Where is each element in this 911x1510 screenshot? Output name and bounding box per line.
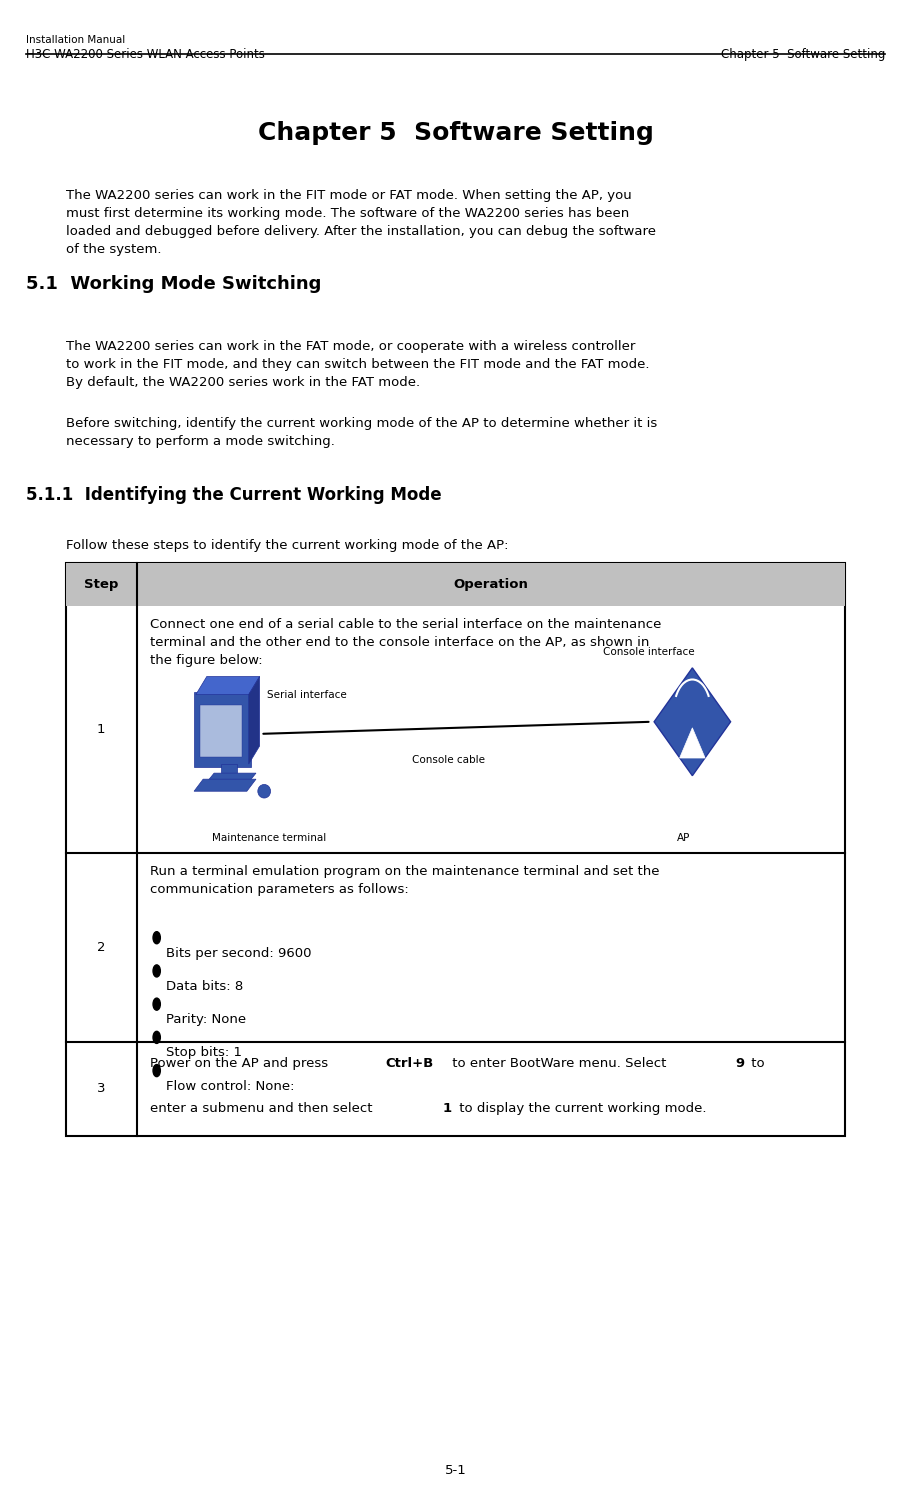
Text: Before switching, identify the current working mode of the AP to determine wheth: Before switching, identify the current w… bbox=[66, 417, 657, 448]
Polygon shape bbox=[194, 779, 256, 791]
Text: Bits per second: 9600: Bits per second: 9600 bbox=[166, 947, 312, 960]
Text: Data bits: 8: Data bits: 8 bbox=[166, 980, 243, 994]
Text: to display the current working mode.: to display the current working mode. bbox=[455, 1102, 706, 1116]
Polygon shape bbox=[654, 667, 731, 776]
Text: Console interface: Console interface bbox=[603, 648, 695, 657]
Text: 2: 2 bbox=[97, 941, 106, 954]
Text: 5.1  Working Mode Switching: 5.1 Working Mode Switching bbox=[26, 275, 321, 293]
Polygon shape bbox=[196, 676, 260, 695]
Text: 5-1: 5-1 bbox=[445, 1463, 466, 1477]
Text: Chapter 5  Software Setting: Chapter 5 Software Setting bbox=[258, 121, 653, 145]
Text: Flow control: None:: Flow control: None: bbox=[166, 1080, 294, 1093]
Text: H3C WA2200 Series WLAN Access Points: H3C WA2200 Series WLAN Access Points bbox=[26, 48, 264, 62]
Text: Step: Step bbox=[84, 578, 118, 590]
Text: Console cable: Console cable bbox=[412, 755, 486, 766]
Text: Operation: Operation bbox=[454, 578, 528, 590]
Circle shape bbox=[153, 998, 160, 1010]
FancyBboxPatch shape bbox=[66, 563, 845, 606]
Text: 1: 1 bbox=[97, 723, 106, 735]
Text: Installation Manual: Installation Manual bbox=[26, 35, 125, 45]
Text: Follow these steps to identify the current working mode of the AP:: Follow these steps to identify the curre… bbox=[66, 539, 508, 553]
Text: Parity: None: Parity: None bbox=[166, 1013, 246, 1027]
Text: The WA2200 series can work in the FAT mode, or cooperate with a wireless control: The WA2200 series can work in the FAT mo… bbox=[66, 340, 650, 388]
Text: to: to bbox=[747, 1057, 764, 1071]
Text: enter a submenu and then select: enter a submenu and then select bbox=[150, 1102, 377, 1116]
Ellipse shape bbox=[258, 785, 271, 797]
Text: Connect one end of a serial cable to the serial interface on the maintenance
ter: Connect one end of a serial cable to the… bbox=[150, 618, 661, 666]
Text: Power on the AP and press: Power on the AP and press bbox=[150, 1057, 333, 1071]
Polygon shape bbox=[207, 773, 256, 782]
Circle shape bbox=[153, 1065, 160, 1077]
Polygon shape bbox=[249, 676, 260, 764]
Text: Maintenance terminal: Maintenance terminal bbox=[212, 832, 326, 843]
Text: 3: 3 bbox=[97, 1083, 106, 1095]
Circle shape bbox=[153, 965, 160, 977]
Polygon shape bbox=[221, 764, 237, 782]
Circle shape bbox=[153, 1031, 160, 1043]
FancyBboxPatch shape bbox=[66, 563, 845, 1136]
Circle shape bbox=[153, 932, 160, 944]
Text: 5.1.1  Identifying the Current Working Mode: 5.1.1 Identifying the Current Working Mo… bbox=[26, 486, 441, 504]
Text: The WA2200 series can work in the FIT mode or FAT mode. When setting the AP, you: The WA2200 series can work in the FIT mo… bbox=[66, 189, 656, 255]
Text: 9: 9 bbox=[735, 1057, 744, 1071]
Polygon shape bbox=[680, 728, 705, 758]
Text: Ctrl+B: Ctrl+B bbox=[385, 1057, 434, 1071]
FancyBboxPatch shape bbox=[200, 705, 242, 757]
Text: to enter BootWare menu. Select: to enter BootWare menu. Select bbox=[448, 1057, 670, 1071]
FancyBboxPatch shape bbox=[194, 692, 251, 767]
Text: Stop bits: 1: Stop bits: 1 bbox=[166, 1046, 241, 1060]
Text: 1: 1 bbox=[443, 1102, 452, 1116]
Text: Run a terminal emulation program on the maintenance terminal and set the
communi: Run a terminal emulation program on the … bbox=[150, 865, 660, 897]
Text: Serial interface: Serial interface bbox=[267, 690, 347, 699]
Text: AP: AP bbox=[677, 832, 690, 843]
Text: Chapter 5  Software Setting: Chapter 5 Software Setting bbox=[722, 48, 885, 62]
